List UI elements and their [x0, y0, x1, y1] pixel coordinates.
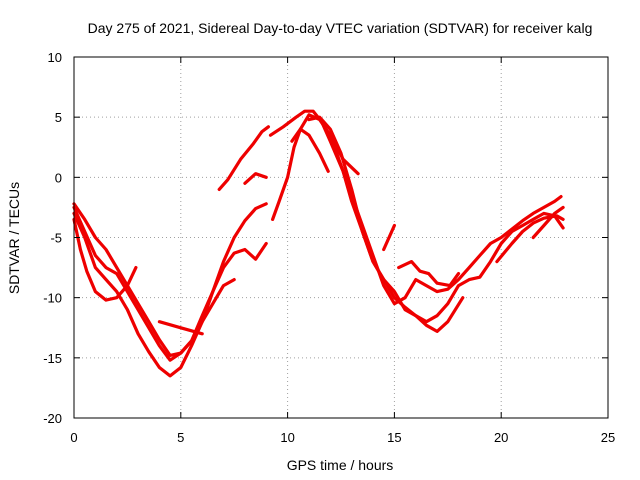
series-line-e	[157, 320, 204, 336]
series-line-l	[328, 133, 360, 176]
series-line-f	[217, 125, 270, 191]
x-tick-label: 15	[387, 430, 401, 445]
y-tick-label: -5	[50, 231, 62, 246]
y-tick-label: 10	[48, 50, 62, 65]
x-tick-label: 25	[601, 430, 615, 445]
series-line-o	[495, 214, 565, 264]
series-line-h	[271, 127, 330, 221]
x-axis-label: GPS time / hours	[287, 457, 394, 473]
y-tick-label: -10	[43, 291, 62, 306]
series-line-p	[531, 205, 565, 240]
axis-ticks: 0 5 10 15 20 25 -20 -15 -10 -5 0 5 10	[43, 50, 615, 445]
series-line-j	[290, 113, 563, 306]
series-line-k	[307, 115, 565, 324]
series-line-b	[72, 205, 268, 362]
series-line-m	[382, 223, 396, 252]
series-line-n	[397, 260, 461, 288]
data-series	[72, 109, 565, 378]
y-tick-label: -20	[43, 411, 62, 426]
series-line-d	[72, 217, 138, 302]
x-tick-label: 10	[280, 430, 294, 445]
x-tick-label: 0	[70, 430, 77, 445]
y-tick-label: 5	[55, 110, 62, 125]
y-tick-label: 0	[55, 170, 62, 185]
series-line-a	[72, 202, 268, 378]
series-line-i	[268, 109, 465, 333]
series-line-c	[72, 202, 236, 357]
grid-lines	[74, 57, 608, 418]
x-tick-label: 5	[177, 430, 184, 445]
series-line-g	[243, 172, 268, 185]
y-tick-label: -15	[43, 351, 62, 366]
chart-title: Day 275 of 2021, Sidereal Day-to-day VTE…	[88, 20, 593, 36]
y-axis-label: SDTVAR / TECUs	[6, 182, 22, 294]
x-tick-label: 20	[494, 430, 508, 445]
